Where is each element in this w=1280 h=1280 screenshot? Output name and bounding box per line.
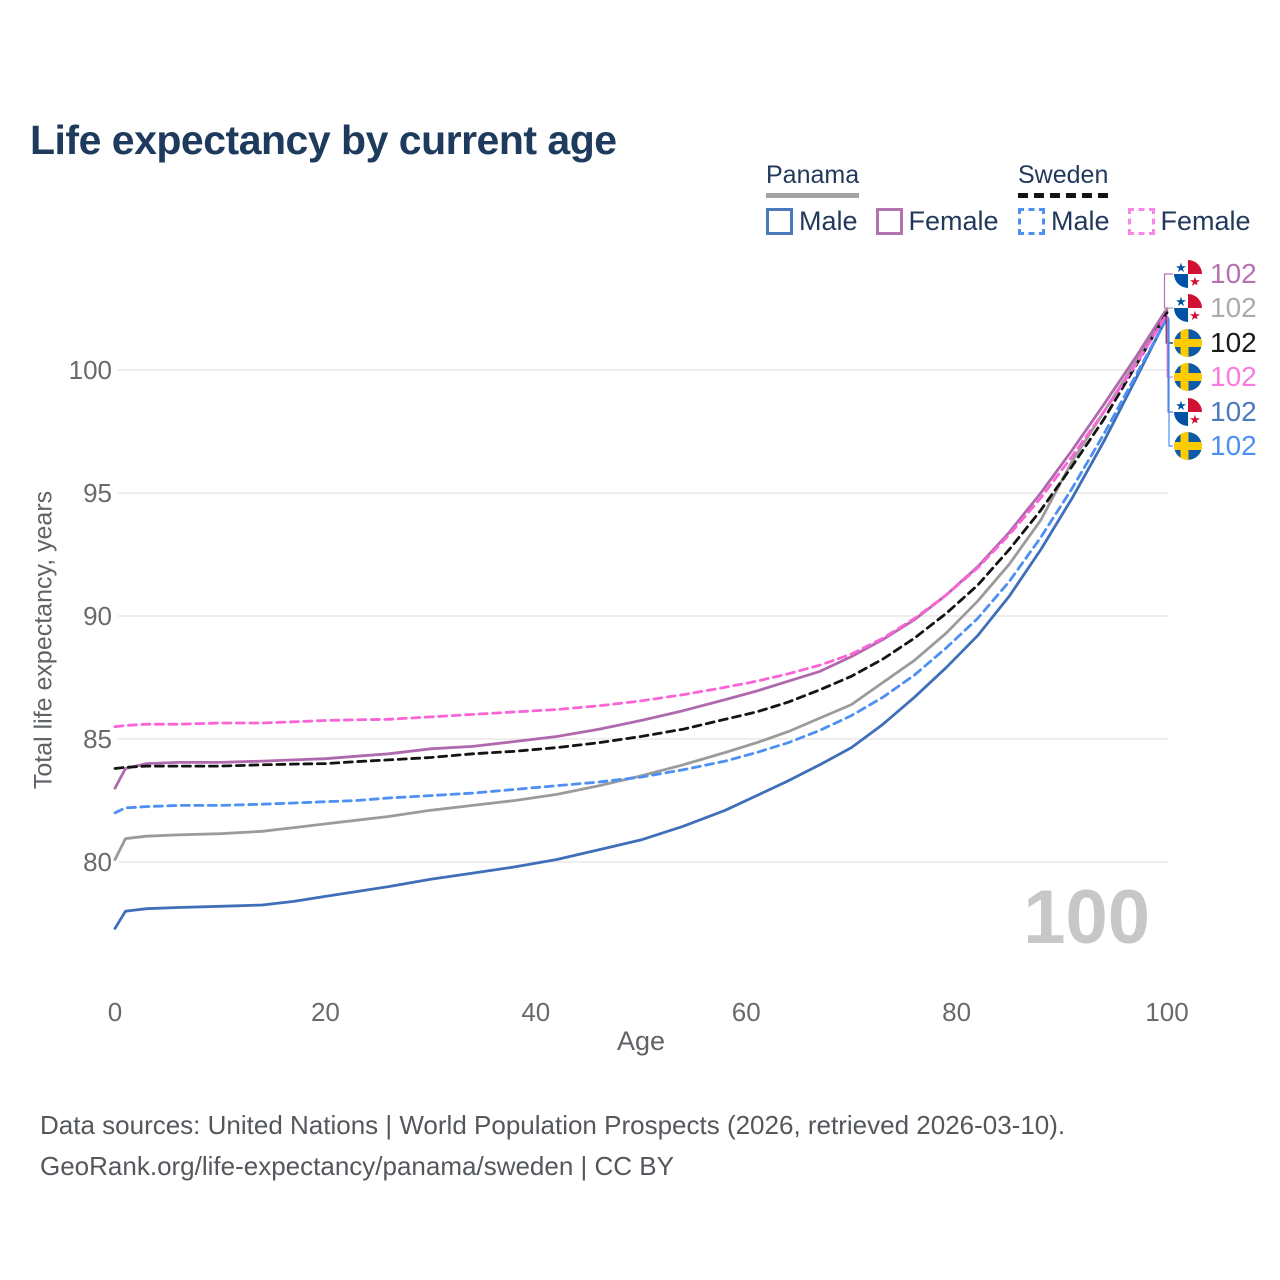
footer-sources: Data sources: United Nations | World Pop… — [40, 1110, 1066, 1140]
x-tick-60: 60 — [732, 997, 761, 1027]
end-label-leader-sweden-female — [1166, 314, 1173, 378]
series-line-sweden-female[interactable] — [113, 312, 1169, 729]
y-tick-90: 90 — [83, 601, 112, 631]
current-age-watermark: 100 — [1023, 875, 1150, 960]
legend-swatch-sweden-male[interactable] — [1018, 208, 1045, 235]
series-line-panama-total[interactable] — [113, 309, 1169, 861]
series-line-sweden-male[interactable] — [113, 316, 1169, 815]
x-tick-40: 40 — [521, 997, 550, 1027]
end-label-leader-sweden-total — [1165, 312, 1173, 344]
legend-label-sweden-female[interactable]: Female — [1160, 206, 1251, 236]
svg-text:★: ★ — [1175, 294, 1187, 309]
svg-text:★: ★ — [1175, 398, 1187, 413]
end-label-leader-sweden-male — [1168, 318, 1173, 447]
legend-label-panama-female[interactable]: Female — [908, 206, 999, 236]
flag-panama-icon: ★★ — [1174, 398, 1202, 427]
flag-panama-icon: ★★ — [1174, 260, 1202, 289]
x-tick-20: 20 — [311, 997, 340, 1027]
svg-text:★: ★ — [1175, 260, 1187, 275]
legend-country-panama[interactable]: Panama — [766, 161, 860, 198]
y-axis-title: Total life expectancy, years — [29, 490, 58, 790]
page-title: Life expectancy by current age — [30, 117, 617, 164]
end-label-value-panama-female: 102 — [1210, 258, 1257, 289]
legend-group-panama: Panama Male Female — [766, 161, 1017, 237]
y-tick-100: 100 — [69, 355, 112, 385]
flag-sweden-icon — [1174, 363, 1202, 391]
y-tick-85: 85 — [83, 724, 112, 754]
legend-group-sweden: Sweden Male Female — [1018, 161, 1269, 237]
end-label-value-panama-total: 102 — [1210, 292, 1257, 323]
end-label-value-panama-male: 102 — [1210, 396, 1257, 427]
legend-label-sweden-male[interactable]: Male — [1051, 206, 1110, 236]
legend-country-sweden[interactable]: Sweden — [1018, 161, 1109, 198]
svg-text:★: ★ — [1189, 412, 1201, 427]
series-line-panama-male[interactable] — [113, 315, 1169, 930]
x-axis-title: Age — [616, 1026, 666, 1056]
legend-label-panama-male[interactable]: Male — [799, 206, 858, 236]
series-line-panama-female[interactable] — [113, 307, 1169, 790]
series-line-sweden-total[interactable] — [113, 311, 1169, 770]
end-label-leader-panama-total — [1164, 307, 1173, 311]
legend-swatch-panama-male[interactable] — [766, 208, 793, 235]
x-tick-100: 100 — [1145, 997, 1188, 1027]
footer-attribution: GeoRank.org/life-expectancy/panama/swede… — [40, 1151, 674, 1181]
end-label-value-sweden-total: 102 — [1210, 327, 1257, 358]
flag-sweden-icon — [1174, 432, 1202, 460]
flag-panama-icon: ★★ — [1174, 294, 1202, 323]
legend-swatch-panama-female[interactable] — [875, 208, 903, 235]
end-label-leader-panama-male — [1167, 317, 1173, 413]
y-tick-95: 95 — [83, 478, 112, 508]
end-label-leader-panama-female — [1163, 273, 1173, 309]
x-tick-80: 80 — [942, 997, 971, 1027]
end-label-value-sweden-female: 102 — [1210, 361, 1257, 392]
end-label-value-sweden-male: 102 — [1210, 430, 1257, 461]
flag-sweden-icon — [1174, 329, 1202, 357]
svg-text:★: ★ — [1189, 308, 1201, 323]
legend-swatch-sweden-female[interactable] — [1127, 208, 1155, 235]
x-tick-0: 0 — [108, 997, 122, 1027]
y-tick-80: 80 — [83, 847, 112, 877]
svg-text:★: ★ — [1189, 274, 1201, 289]
footer: Data sources: United Nations | World Pop… — [40, 1105, 1065, 1187]
